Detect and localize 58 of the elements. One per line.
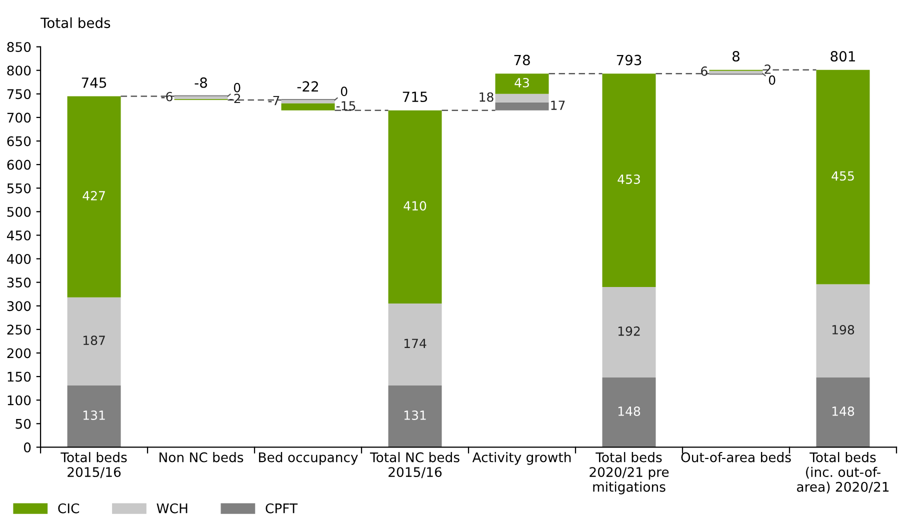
y-tick-label: 300 <box>7 301 31 312</box>
y-tick-label: 250 <box>7 324 31 335</box>
data-label: 17 <box>551 100 565 110</box>
total-label: 793 <box>616 54 642 66</box>
total-label: -22 <box>297 81 318 92</box>
x-tick-label: Total beds 2020/21 pre mitigations <box>590 452 669 494</box>
y-axis-title: Total beds <box>40 17 110 28</box>
data-label: 0 <box>768 75 776 85</box>
y-tick-label: 0 <box>24 442 31 452</box>
data-label: 174 <box>404 338 426 348</box>
data-label: 131 <box>404 410 426 420</box>
x-tick-label: Total NC beds 2015/16 <box>370 452 460 478</box>
legend-label: WCH <box>156 503 188 514</box>
data-label: 148 <box>832 406 854 416</box>
y-tick-label: 50 <box>16 418 31 429</box>
data-label: 455 <box>832 171 854 181</box>
total-label: 745 <box>82 78 106 88</box>
x-tick-label: Activity growth <box>472 452 571 465</box>
y-tick-label: 700 <box>7 112 31 123</box>
x-tick-label: Total beds 2015/16 <box>60 452 127 478</box>
data-label: 410 <box>404 201 426 211</box>
x-tick-label: Non NC beds <box>160 452 244 462</box>
total-label: 801 <box>830 51 855 62</box>
data-label: 148 <box>618 406 640 416</box>
data-label: 187 <box>83 336 105 346</box>
x-tick-label: Bed occupancy <box>259 452 358 465</box>
data-label: 427 <box>82 191 105 200</box>
data-label: 0 <box>234 82 240 92</box>
x-tick-label: Out-of-area beds <box>681 452 791 462</box>
data-label: 18 <box>480 92 494 102</box>
data-label: 43 <box>514 78 529 88</box>
y-tick-label: 550 <box>7 183 31 194</box>
data-label: 6 <box>701 66 708 76</box>
legend-label: CPFT <box>266 503 298 514</box>
y-tick-label: 500 <box>7 206 31 217</box>
y-tick-label: 650 <box>7 136 31 146</box>
y-tick-label: 600 <box>7 160 31 170</box>
total-label: -8 <box>194 77 208 88</box>
data-label: 198 <box>832 325 854 334</box>
y-tick-label: 150 <box>8 372 31 382</box>
total-label: 715 <box>402 92 428 102</box>
y-tick-label: 800 <box>7 66 31 76</box>
total-label: 78 <box>514 54 530 66</box>
data-label: 131 <box>83 410 105 420</box>
y-tick-label: 850 <box>7 42 31 52</box>
data-label: 453 <box>618 174 640 184</box>
y-tick-label: 200 <box>7 348 31 358</box>
legend-label: CIC <box>58 503 80 514</box>
y-tick-label: 400 <box>6 254 31 264</box>
y-tick-label: 450 <box>6 230 31 240</box>
data-label: -15 <box>336 101 356 110</box>
data-label: 192 <box>618 326 640 336</box>
total-label: 8 <box>732 51 740 62</box>
y-tick-label: 100 <box>8 395 31 406</box>
data-label: 0 <box>340 86 348 96</box>
y-tick-label: 750 <box>7 89 31 100</box>
y-tick-label: 350 <box>7 278 31 288</box>
x-tick-label: Total beds (inc. out-of- area) 2020/21 <box>797 452 889 494</box>
